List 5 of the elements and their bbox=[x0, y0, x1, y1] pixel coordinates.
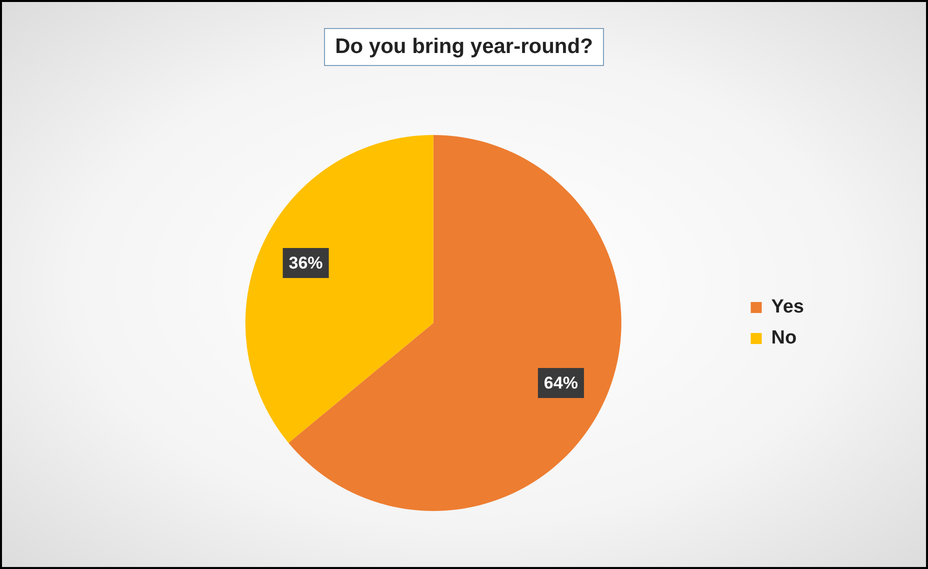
chart-title: Do you bring year-round? bbox=[324, 28, 604, 66]
legend-label: No bbox=[771, 328, 797, 349]
legend-label: Yes bbox=[771, 296, 804, 318]
data-label: 36% bbox=[288, 254, 323, 273]
data-label: 64% bbox=[544, 374, 578, 393]
